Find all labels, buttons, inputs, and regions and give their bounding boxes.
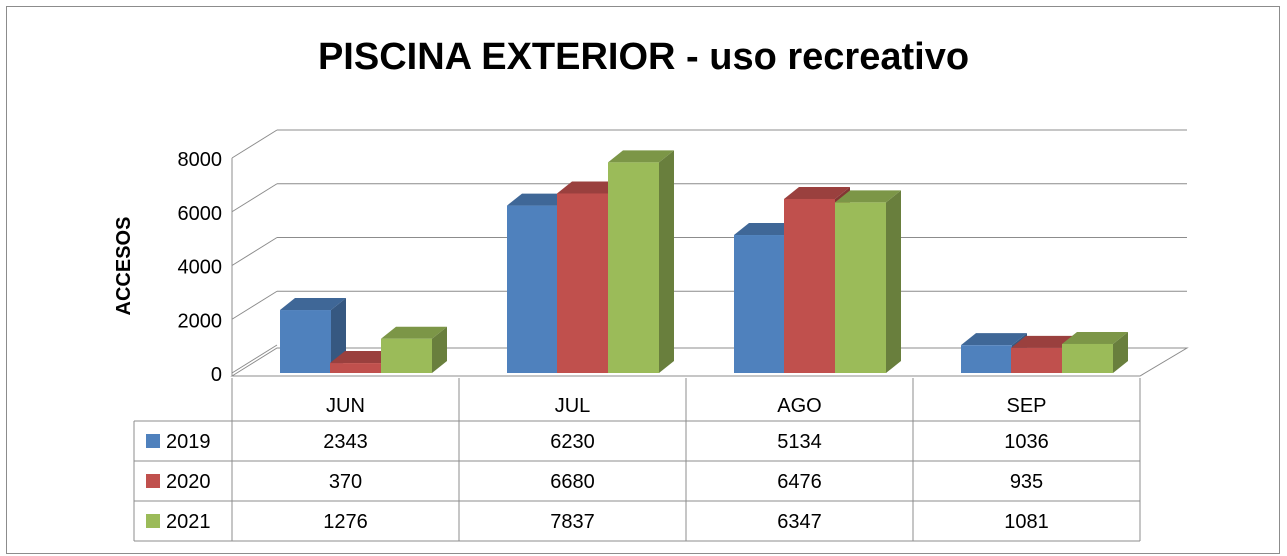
bar-top [381,326,447,339]
legend-label: 2020 [166,471,211,493]
bar-2021-jun [381,338,432,373]
y-tick-label: 0 [211,364,222,386]
bar-top [608,150,674,163]
x-tick-label: JUN [326,395,365,417]
gridline-side [231,237,278,266]
data-label: 1036 [1004,431,1049,453]
data-label: 935 [1010,471,1043,493]
legend-swatch-2020 [146,474,160,488]
bar-2020-jul [557,193,608,373]
y-axis-label: ACCESOS [113,217,135,316]
bar-2020-jun [330,363,381,373]
data-label: 1276 [323,511,368,533]
bar-top [280,298,346,311]
bar-side [432,326,447,373]
x-tick-label: SEP [1006,395,1046,417]
x-tick-label: JUL [555,395,591,417]
data-label: 6230 [550,431,595,453]
y-tick-label: 4000 [178,257,223,279]
legend-label: 2021 [166,511,211,533]
bar-side [659,150,674,373]
bar-2021-sep [1062,343,1113,373]
bar-2019-sep [961,345,1012,373]
bar-top [734,223,800,236]
bar-top [507,193,573,206]
gridline-side [231,129,278,159]
y-tick-label: 8000 [178,149,223,171]
bar-top [557,181,623,194]
bar-top [784,186,850,199]
legend-swatch-2019 [146,434,160,448]
data-label: 6476 [777,471,822,493]
bar-2019-jul [507,205,558,373]
bar-side [886,190,901,373]
bar-2019-ago [734,235,785,373]
bar-top [1011,335,1077,348]
bar-top [1062,331,1128,344]
bar-2019-jun [280,310,331,373]
data-label: 2343 [323,431,368,453]
bar-2020-ago [784,198,835,373]
chart-title: PISCINA EXTERIOR - uso recreativo [317,36,970,78]
bar-2021-jul [608,162,659,373]
data-label: 5134 [777,431,822,453]
floor [230,347,1189,377]
legend-label: 2019 [166,431,211,453]
bar-top [835,190,901,203]
data-label: 370 [329,471,362,493]
y-tick-label: 6000 [178,203,223,225]
legend-swatch-2021 [146,514,160,528]
data-label: 6680 [550,471,595,493]
data-label: 1081 [1004,511,1049,533]
gridline-side [231,290,278,320]
x-tick-label: AGO [777,395,821,417]
y-tick-label: 2000 [178,310,223,332]
bar-2021-ago [835,202,886,373]
data-label: 7837 [550,511,595,533]
bar-top [330,351,396,364]
bar-side [1113,331,1128,373]
gridline-side [231,344,278,374]
gridline-side [231,183,278,213]
bar-2020-sep [1011,347,1062,373]
data-label: 6347 [777,511,822,533]
bar-top [961,333,1027,346]
